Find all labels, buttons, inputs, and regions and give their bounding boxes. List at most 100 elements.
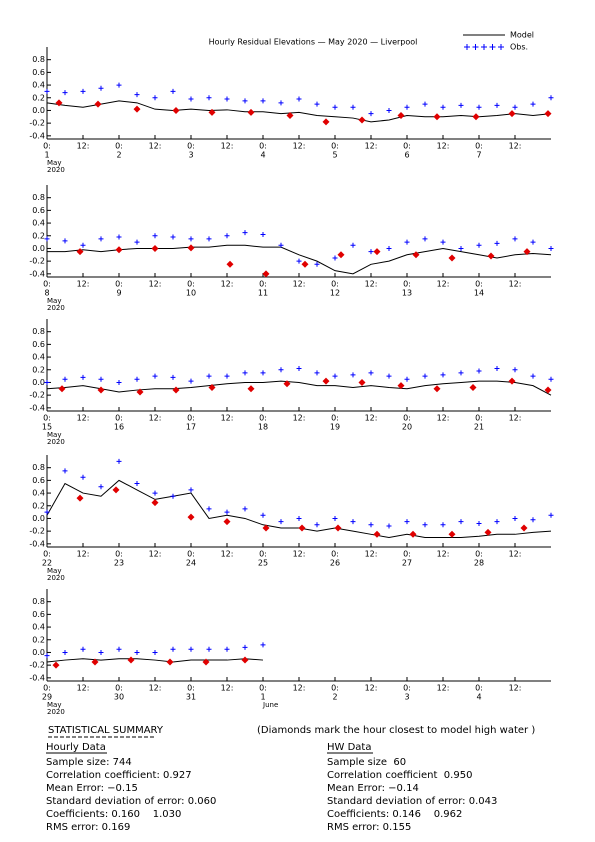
y-tick-label: 0.6 [32,68,45,77]
hw-diamond [484,528,492,536]
hw-diamond [520,524,528,532]
hw-diamond [322,377,330,385]
y-tick-label: 0.8 [32,327,45,336]
day-label: 14 [474,289,484,298]
obs-point [332,515,338,521]
obs-point [458,102,464,108]
obs-point [494,365,500,371]
hw-diamond [358,378,366,386]
day-label: 3 [404,693,409,702]
obs-point [368,249,374,255]
x-tick-label: 0: [187,684,195,693]
obs-point [404,104,410,110]
obs-point [170,88,176,94]
obs-point [44,653,50,659]
obs-point [170,374,176,380]
y-tick-label: -0.2 [29,391,45,400]
obs-point [512,367,518,373]
obs-point [44,88,50,94]
model-line [46,479,552,538]
x-tick-label: 12: [437,414,450,423]
x-tick-label: 0: [403,684,411,693]
y-tick-label: -0.2 [29,527,45,536]
obs-point [134,239,140,245]
x-tick-label: 0: [331,550,339,559]
obs-point [458,245,464,251]
hw-diamond [112,486,120,494]
obs-point [152,490,158,496]
y-tick-label: 0.0 [32,378,45,387]
day-label: 6 [404,151,409,160]
x-tick-label: 12: [293,280,306,289]
obs-point [170,493,176,499]
obs-point [224,646,230,652]
day-label: 30 [114,693,124,702]
obs-point [314,261,320,267]
day-label: 2 [332,693,337,702]
y-tick-label: 0.8 [32,463,45,472]
obs-point [152,233,158,239]
y-tick-label: -0.2 [29,257,45,266]
obs-point [512,104,518,110]
hw-diamond [97,386,105,394]
y-tick-label: 0.8 [32,55,45,64]
summary-note: (Diamonds mark the hour closest to model… [257,725,535,736]
obs-point [476,368,482,374]
x-tick-label: 0: [43,280,51,289]
day-label: 22 [42,559,52,568]
obs-point [206,236,212,242]
x-tick-label: 12: [509,684,522,693]
obs-point [296,96,302,102]
day-label: 10 [186,289,196,298]
obs-point [278,100,284,106]
obs-point [134,92,140,98]
obs-point [188,646,194,652]
obs-point [152,95,158,101]
x-tick-label: 12: [221,550,234,559]
day-label: 16 [114,423,124,432]
model-line [46,100,552,123]
obs-point [242,644,248,650]
legend-symbol [489,44,496,50]
obs-point [476,104,482,110]
obs-point [224,373,230,379]
day-label: 7 [476,151,481,160]
x-tick-label: 12: [509,280,522,289]
obs-point [440,522,446,528]
obs-point [206,506,212,512]
x-tick-label: 0: [115,280,123,289]
day-label: 13 [402,289,412,298]
y-tick-label: -0.4 [29,539,45,548]
obs-point [458,370,464,376]
obs-point [368,522,374,528]
x-tick-label: 12: [149,414,162,423]
y-tick-label: 0.4 [32,81,45,90]
x-tick-label: 0: [187,142,195,151]
x-tick-label: 0: [475,280,483,289]
x-tick-label: 12: [221,684,234,693]
obs-point [422,522,428,528]
hw-diamond [226,260,234,268]
y-tick-label: -0.4 [29,131,45,140]
hw-diamond [469,384,477,392]
hw-diamond [544,110,552,118]
obs-point [80,242,86,248]
obs-point [134,649,140,655]
day-label: 27 [402,559,412,568]
legend-symbol [498,44,504,50]
obs-point [296,515,302,521]
hw-diamond [172,386,180,394]
legend-symbol [464,44,470,50]
hw-diamond [187,513,195,521]
hw-diamond [508,377,516,385]
x-tick-label: 12: [509,414,522,423]
obs-point [80,646,86,652]
obs-point [530,373,536,379]
obs-point [422,101,428,107]
hw-diamond [247,385,255,393]
obs-point [44,509,50,515]
x-tick-label: 0: [43,550,51,559]
day-label: 19 [330,423,340,432]
x-tick-label: 12: [365,142,378,151]
hw-diamond [286,112,294,120]
